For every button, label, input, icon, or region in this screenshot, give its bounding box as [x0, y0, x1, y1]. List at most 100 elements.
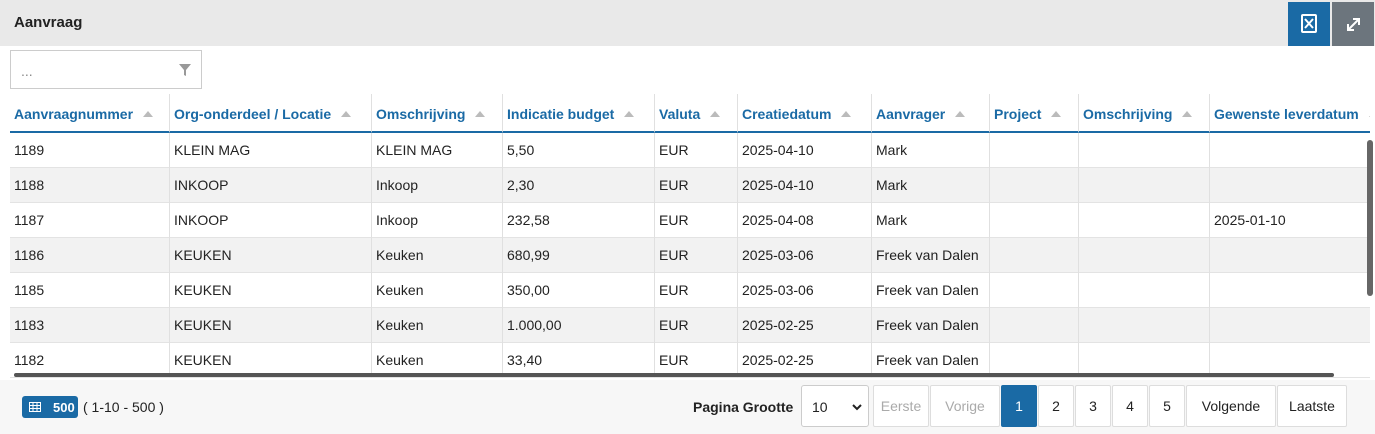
pagination-button: Eerste: [873, 385, 929, 427]
pagination-button[interactable]: Volgende: [1186, 385, 1276, 427]
horizontal-scrollbar[interactable]: [14, 373, 1334, 377]
table-cell: KEUKEN: [170, 238, 372, 273]
table-cell: [990, 308, 1079, 343]
data-grid: Aanvraagnummer Org-onderdeel / Locatie Oms…: [10, 94, 1370, 378]
table-cell: [1210, 308, 1370, 343]
pagination-button[interactable]: 2: [1038, 385, 1074, 427]
column-header[interactable]: Aanvraagnummer: [10, 94, 170, 133]
table-cell: 1.000,00: [503, 308, 655, 343]
column-header[interactable]: Project: [990, 94, 1079, 133]
page-size-label: Pagina Grootte: [693, 399, 794, 415]
column-header[interactable]: Omschrijving: [372, 94, 503, 133]
table-cell: EUR: [655, 203, 738, 238]
table-row[interactable]: 1182 KEUKEN Keuken 33,40 EUR 2025-02-25 Freek …: [10, 343, 1370, 378]
table-cell: EUR: [655, 308, 738, 343]
table-cell: [990, 203, 1079, 238]
table-cell: 33,40: [503, 343, 655, 378]
table-cell: KEUKEN: [170, 308, 372, 343]
table-cell: 1189: [10, 133, 170, 168]
table-cell: INKOOP: [170, 168, 372, 203]
table-cell: 2,30: [503, 168, 655, 203]
table-cell: 2025-03-06: [738, 273, 872, 308]
table-cell: 2025-04-10: [738, 133, 872, 168]
total-badge: 500: [22, 396, 78, 418]
table-cell: Mark: [872, 168, 990, 203]
column-header[interactable]: Omschrijving: [1079, 94, 1210, 133]
table-cell: [1079, 238, 1210, 273]
panel-title: Aanvraag: [14, 14, 83, 31]
table-cell: 1187: [10, 203, 170, 238]
column-header[interactable]: Indicatie budget: [503, 94, 655, 133]
table-cell: 1185: [10, 273, 170, 308]
pagination-button[interactable]: 1: [1001, 385, 1037, 427]
filter-icon: [179, 64, 191, 76]
table-cell: 680,99: [503, 238, 655, 273]
table-cell: 1188: [10, 168, 170, 203]
table-cell: Inkoop: [372, 203, 503, 238]
table-cell: [1079, 133, 1210, 168]
column-header[interactable]: Aanvrager: [872, 94, 990, 133]
column-header[interactable]: Gewenste leverdatum: [1210, 94, 1370, 133]
table-cell: [1210, 273, 1370, 308]
excel-export-button[interactable]: [1288, 2, 1330, 46]
column-header[interactable]: Creatiedatum: [738, 94, 872, 133]
table-cell: Mark: [872, 203, 990, 238]
range-text: ( 1-10 - 500 ): [83, 399, 164, 415]
table-cell: [1079, 308, 1210, 343]
table-cell: EUR: [655, 273, 738, 308]
page-size-select[interactable]: 10: [801, 385, 869, 427]
filter-placeholder: ...: [21, 63, 33, 79]
table-cell: 1182: [10, 343, 170, 378]
table-row[interactable]: 1183 KEUKEN Keuken 1.000,00 EUR 2025-02-25 Fre…: [10, 308, 1370, 343]
table-cell: 5,50: [503, 133, 655, 168]
pagination-button[interactable]: 3: [1075, 385, 1111, 427]
table-cell: Freek van Dalen: [872, 308, 990, 343]
table-cell: 2025-03-06: [738, 238, 872, 273]
page-size-value: 10: [812, 399, 828, 415]
vertical-scrollbar[interactable]: [1367, 140, 1373, 296]
table-cell: Keuken: [372, 343, 503, 378]
table-cell: [990, 168, 1079, 203]
table-icon: [29, 402, 41, 412]
filter-input[interactable]: ...: [10, 50, 202, 89]
table-cell: Freek van Dalen: [872, 343, 990, 378]
pagination-button: Vorige: [930, 385, 1000, 427]
collapse-button[interactable]: [1332, 2, 1374, 46]
table-cell: Freek van Dalen: [872, 238, 990, 273]
table-cell: 2025-04-08: [738, 203, 872, 238]
pagination-button[interactable]: 4: [1112, 385, 1148, 427]
table-cell: EUR: [655, 133, 738, 168]
table-cell: Inkoop: [372, 168, 503, 203]
table-row[interactable]: 1189 KLEIN MAG KLEIN MAG 5,50 EUR 2025-04-10 M…: [10, 133, 1370, 168]
table-cell: Mark: [872, 133, 990, 168]
table-cell: [1079, 168, 1210, 203]
table-cell: KEUKEN: [170, 273, 372, 308]
column-header[interactable]: Valuta: [655, 94, 738, 133]
table-cell: [1079, 343, 1210, 378]
table-cell: [1079, 273, 1210, 308]
table-cell: [990, 238, 1079, 273]
table-row[interactable]: 1188 INKOOP Inkoop 2,30 EUR 2025-04-10 Mark: [10, 168, 1370, 203]
table-cell: [990, 273, 1079, 308]
table-cell: 1186: [10, 238, 170, 273]
table-cell: KLEIN MAG: [170, 133, 372, 168]
table-cell: [1079, 203, 1210, 238]
table-cell: KLEIN MAG: [372, 133, 503, 168]
pagination-button[interactable]: 5: [1149, 385, 1185, 427]
table-cell: 350,00: [503, 273, 655, 308]
grid-footer: 500 ( 1-10 - 500 ) Pagina Grootte 10 Eer…: [0, 380, 1375, 434]
table-cell: EUR: [655, 168, 738, 203]
table-cell: Keuken: [372, 238, 503, 273]
table-row[interactable]: 1185 KEUKEN Keuken 350,00 EUR 2025-03-06 Freek…: [10, 273, 1370, 308]
table-cell: [1210, 238, 1370, 273]
table-cell: 2025-04-10: [738, 168, 872, 203]
select-chevron: [852, 404, 862, 411]
table-cell: 2025-02-25: [738, 343, 872, 378]
table-cell: [1210, 133, 1370, 168]
pagination-button[interactable]: Laatste: [1277, 385, 1347, 427]
table-cell: 1183: [10, 308, 170, 343]
table-row[interactable]: 1186 KEUKEN Keuken 680,99 EUR 2025-03-06 Freek…: [10, 238, 1370, 273]
table-cell: [990, 133, 1079, 168]
column-header[interactable]: Org-onderdeel / Locatie: [170, 94, 372, 133]
table-row[interactable]: 1187 INKOOP Inkoop 232,58 EUR 2025-04-08 Mark 2…: [10, 203, 1370, 238]
